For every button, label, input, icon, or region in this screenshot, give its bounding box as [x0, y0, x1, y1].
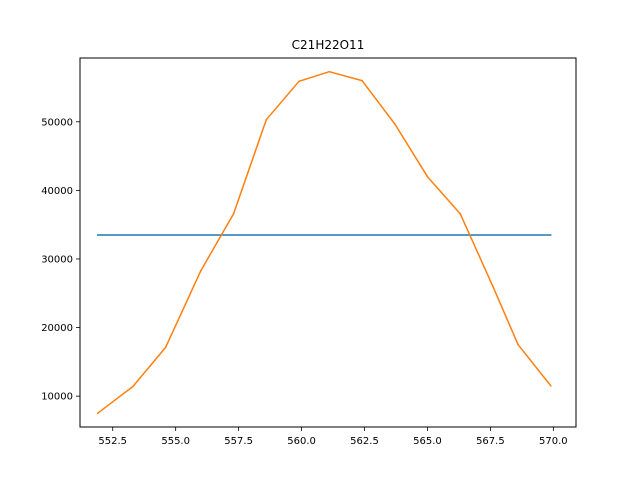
series-2-point — [492, 285, 494, 288]
plot-area — [96, 70, 552, 415]
series-2-point — [132, 385, 134, 388]
x-tick-label: 555.0 — [161, 436, 190, 447]
x-tick-label: 565.0 — [413, 436, 442, 447]
x-tick-label: 557.5 — [224, 436, 253, 447]
x-tick-label: 562.5 — [350, 436, 379, 447]
x-tick-label: 552.5 — [98, 436, 127, 447]
y-tick-label: 20000 — [41, 323, 73, 334]
series-2-point — [265, 118, 268, 121]
series-2-point — [393, 123, 396, 125]
x-tick-label: 567.5 — [476, 436, 505, 447]
series-2-point — [426, 175, 429, 178]
series-2-point — [298, 80, 300, 83]
y-tick-label: 30000 — [41, 254, 73, 265]
y-tick-label: 10000 — [41, 392, 73, 403]
series-2-point — [459, 212, 462, 215]
series-1-point — [550, 234, 552, 236]
x-tick-label: 570.0 — [539, 436, 568, 447]
axes: 552.5 555.0 557.5 560.0 562.5 565.0 567.5 570.0… — [41, 117, 567, 447]
series-2-point — [164, 346, 167, 349]
series-2-point — [232, 212, 235, 215]
series-2-point — [550, 385, 552, 387]
series-2-point — [200, 269, 202, 272]
plot-frame — [79, 57, 577, 428]
chart-title: C21H22O11 — [292, 38, 365, 52]
series-1-point — [96, 234, 99, 236]
series-2-point — [361, 79, 363, 82]
series-2-point — [96, 412, 99, 415]
y-tick-label: 40000 — [41, 186, 73, 197]
series-2-point — [517, 343, 519, 346]
y-tick-label: 50000 — [41, 117, 73, 128]
series-2-point — [328, 70, 331, 73]
x-tick-label: 560.0 — [287, 436, 316, 447]
